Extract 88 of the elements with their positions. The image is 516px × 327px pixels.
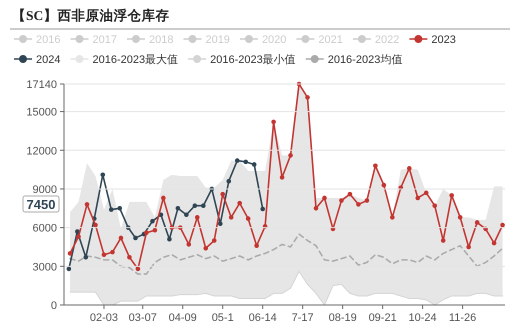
x-tick-label: 04-09 bbox=[168, 312, 197, 324]
point bbox=[117, 206, 122, 211]
point bbox=[127, 254, 132, 260]
point bbox=[243, 160, 248, 164]
point bbox=[186, 242, 192, 247]
point bbox=[220, 192, 226, 196]
point bbox=[492, 240, 496, 246]
legend-label: 2023 bbox=[431, 34, 456, 46]
point bbox=[201, 203, 206, 208]
y-tick-label: 15000 bbox=[26, 106, 57, 119]
point bbox=[322, 196, 327, 200]
point bbox=[150, 218, 155, 224]
legend-label: 2016-2023均值 bbox=[328, 54, 402, 66]
point bbox=[254, 243, 259, 248]
x-tick-label: 11-26 bbox=[448, 312, 476, 324]
point bbox=[406, 166, 412, 171]
point bbox=[108, 207, 114, 212]
point bbox=[474, 220, 480, 225]
point bbox=[246, 216, 250, 221]
point bbox=[203, 246, 208, 251]
point bbox=[252, 162, 257, 167]
point bbox=[84, 254, 88, 260]
point bbox=[133, 236, 138, 240]
point bbox=[226, 178, 232, 184]
point bbox=[424, 190, 429, 196]
point bbox=[432, 203, 438, 208]
point bbox=[288, 153, 293, 158]
point bbox=[102, 252, 106, 258]
point bbox=[136, 266, 140, 272]
x-tick-label: 02-03 bbox=[90, 312, 118, 324]
point bbox=[192, 203, 198, 208]
x-tick-label: 03-07 bbox=[128, 312, 157, 324]
x-tick-label: 06-14 bbox=[248, 312, 277, 324]
point bbox=[161, 196, 166, 200]
point bbox=[228, 215, 234, 220]
point bbox=[364, 198, 370, 203]
point bbox=[212, 238, 217, 243]
point bbox=[382, 182, 386, 188]
point bbox=[440, 238, 446, 243]
x-tick-label: 09-21 bbox=[368, 312, 397, 324]
point bbox=[271, 120, 276, 124]
y-tick-label: 3000 bbox=[32, 261, 57, 274]
point bbox=[373, 163, 378, 168]
point bbox=[500, 222, 505, 228]
point bbox=[144, 230, 149, 236]
point bbox=[93, 222, 98, 228]
point bbox=[68, 251, 72, 256]
point bbox=[390, 215, 395, 220]
point bbox=[184, 212, 189, 218]
point bbox=[305, 95, 310, 100]
point bbox=[314, 206, 318, 211]
point bbox=[339, 198, 344, 203]
y-tick-label: 6000 bbox=[32, 222, 57, 235]
point bbox=[167, 236, 172, 242]
point bbox=[110, 250, 115, 254]
point bbox=[237, 200, 242, 206]
legend-label: 2024 bbox=[36, 54, 60, 66]
point bbox=[415, 196, 420, 200]
x-tick-label: 08-19 bbox=[328, 312, 357, 324]
x-tick-label: 05-1 bbox=[212, 312, 234, 324]
y-tick-label: 9000 bbox=[32, 184, 57, 196]
y-tick-label: 17140 bbox=[26, 79, 57, 91]
legend-label: 2016-2023最大值 bbox=[92, 53, 178, 66]
point bbox=[100, 172, 106, 178]
text: 7450 bbox=[26, 197, 56, 212]
point bbox=[466, 244, 471, 250]
point bbox=[348, 192, 352, 196]
point bbox=[118, 236, 124, 240]
point bbox=[194, 215, 200, 220]
y-tick-label: 12000 bbox=[26, 145, 57, 158]
legend-label: 2016-2023最小值 bbox=[210, 53, 296, 66]
point bbox=[356, 202, 361, 207]
point bbox=[76, 234, 81, 239]
x-tick-label: 7-17 bbox=[292, 312, 314, 324]
point bbox=[449, 193, 454, 198]
point bbox=[84, 202, 90, 207]
point bbox=[218, 221, 223, 226]
x-tick-label: 10-24 bbox=[408, 312, 437, 324]
point bbox=[234, 158, 240, 163]
point bbox=[260, 206, 265, 212]
line-series bbox=[69, 233, 504, 275]
point bbox=[152, 228, 158, 233]
point bbox=[176, 206, 180, 211]
y-tick-label: 0 bbox=[50, 300, 57, 312]
point bbox=[280, 175, 284, 180]
point bbox=[458, 215, 462, 220]
point bbox=[66, 266, 72, 272]
chart-title: 【SC】西非原油浮仓库存 bbox=[12, 7, 170, 23]
